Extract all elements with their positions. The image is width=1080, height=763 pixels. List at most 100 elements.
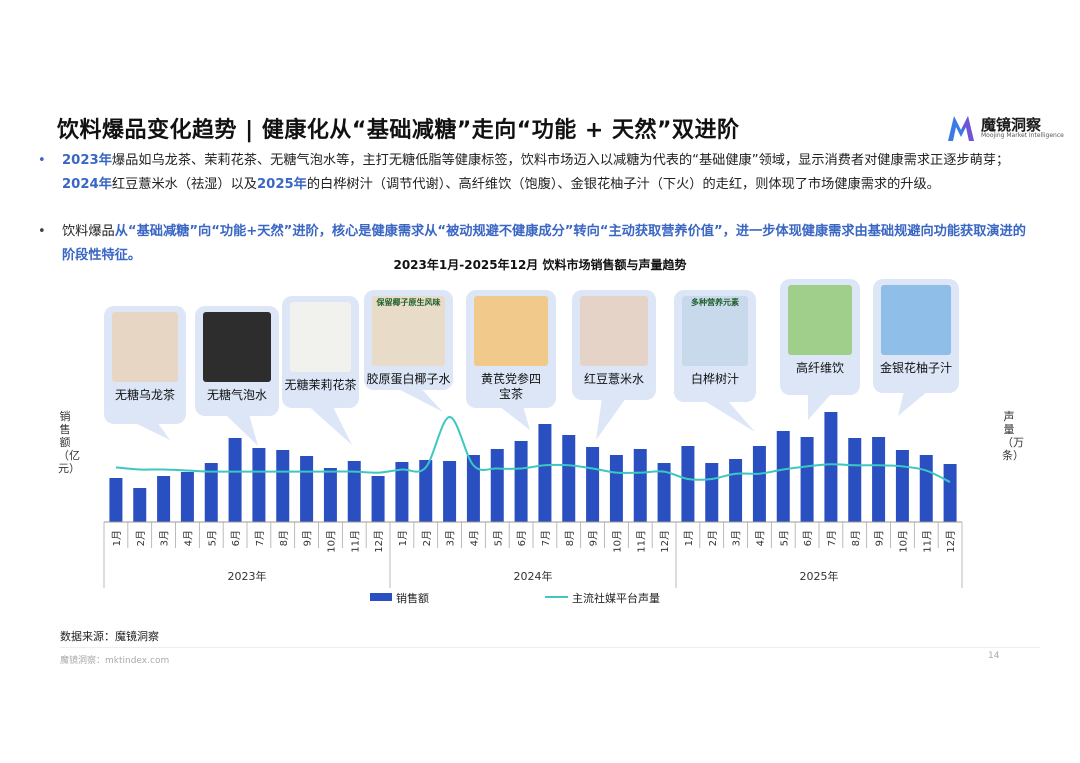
bar-19 — [538, 424, 552, 522]
product-image — [788, 285, 852, 355]
x-tick-label-month: 10月 — [325, 530, 337, 553]
x-tick-label-month: 5月 — [778, 530, 790, 546]
bar-15 — [443, 461, 457, 522]
page-number: 14 — [988, 651, 1000, 661]
x-tick-label-month: 2月 — [135, 530, 147, 546]
bar-31 — [824, 412, 838, 522]
bullet-paragraph-2: 饮料爆品从“基础减糖”向“功能+天然”进阶，核心是健康需求从“被动规避不健康成分… — [62, 220, 1027, 268]
bar-11 — [347, 461, 361, 522]
legend-line-label: 主流社媒平台声量 — [572, 592, 660, 605]
bar-32 — [848, 438, 862, 522]
product-card: 无糖茉莉花茶 — [282, 296, 359, 408]
product-image — [112, 312, 178, 382]
card-pointer — [225, 414, 258, 446]
product-label: 无糖茉莉花茶 — [284, 378, 357, 392]
bullet-dot-1: • — [38, 153, 46, 168]
paragraph-2-highlight: 从“基础减糖”向“功能+天然”进阶，核心是健康需求从“被动规避不健康成分”转向“… — [62, 224, 1026, 263]
x-tick-label-month: 12月 — [945, 530, 957, 553]
bar-27 — [729, 459, 743, 522]
bullet-dot-2: • — [38, 224, 46, 239]
x-tick-label-month: 8月 — [278, 530, 290, 546]
bar-36 — [943, 464, 957, 522]
x-tick-label-month: 4月 — [182, 530, 194, 546]
bar-28 — [752, 446, 766, 522]
bar-20 — [562, 435, 576, 522]
x-tick-label-month: 12月 — [373, 530, 385, 553]
product-card: 黄芪党参四宝茶 — [466, 290, 556, 408]
bar-26 — [705, 463, 719, 522]
product-card: 多种营养元素白桦树汁 — [674, 290, 756, 402]
card-pointer — [596, 398, 626, 440]
x-tick-label-month: 11月 — [921, 530, 933, 553]
bar-12 — [371, 476, 385, 522]
chart-title: 2023年1月-2025年12月 饮料市场销售额与声量趋势 — [393, 258, 687, 272]
paragraph-1-text-a: 爆品如乌龙茶、茉莉花茶、无糖气泡水等，主打无糖低脂等健康标签，饮料市场迈入以减糖… — [111, 153, 1010, 168]
product-image — [290, 302, 351, 372]
bar-8 — [276, 450, 290, 522]
product-card: 无糖乌龙茶 — [104, 306, 186, 424]
y-axis-right-label: 声量（万条） — [1002, 410, 1024, 462]
footer-site: 魔镜洞察：mktindex.com — [60, 656, 170, 666]
bar-16 — [466, 455, 480, 522]
bar-23 — [633, 449, 647, 522]
year-2023-highlight: 2023年 — [62, 153, 112, 168]
x-tick-label-month: 7月 — [540, 530, 552, 546]
product-label: 胶原蛋白椰子水 — [366, 372, 451, 386]
bar-4 — [180, 472, 194, 522]
x-tick-label-month: 4月 — [754, 530, 766, 546]
bar-10 — [323, 468, 337, 522]
bar-2 — [133, 488, 147, 522]
product-label: 无糖乌龙茶 — [114, 388, 175, 402]
bar-30 — [800, 437, 814, 522]
x-tick-label-year: 2025年 — [800, 569, 839, 583]
bar-5 — [204, 463, 218, 522]
bar-14 — [419, 460, 433, 522]
x-tick-label-month: 5月 — [206, 530, 218, 546]
product-image: 多种营养元素 — [682, 296, 748, 366]
bar-22 — [609, 455, 623, 522]
bullet-paragraph-1: 2023年爆品如乌龙茶、茉莉花茶、无糖气泡水等，主打无糖低脂等健康标签，饮料市场… — [62, 149, 1027, 197]
x-axis: 1月 2月 3月 4月 5月 6月 7月 8月 9月 10月 11月 12月 1月 2月 3月 4月 5月 6月 7… — [103, 521, 963, 588]
x-tick-label-month: 7月 — [826, 530, 838, 546]
x-tick-label-month: 10月 — [897, 530, 909, 553]
card-pointer — [308, 406, 352, 445]
x-tick-label-month: 2月 — [707, 530, 719, 546]
brand-name: 魔镜洞察 — [981, 116, 1042, 134]
x-tick-label-month: 3月 — [159, 530, 171, 546]
x-tick-label-month: 1月 — [111, 530, 123, 546]
bar-17 — [490, 449, 504, 522]
product-label: 白桦树汁 — [690, 372, 739, 386]
product-card: 无糖气泡水 — [195, 306, 279, 416]
bar-7 — [252, 448, 266, 522]
product-label: 无糖气泡水 — [206, 388, 267, 402]
brand-logo-icon — [948, 116, 974, 141]
product-card: 保留椰子原生风味 胶原蛋白椰子水 — [364, 290, 453, 390]
product-label: 黄芪党参四宝茶 — [480, 372, 541, 401]
legend-bar-label: 销售额 — [396, 592, 429, 605]
x-tick-label-month: 7月 — [254, 530, 266, 546]
bar-13 — [395, 462, 409, 522]
x-tick-label-month: 11月 — [635, 530, 647, 553]
page-title: 饮料爆品变化趋势 | 健康化从“基础减糖”走向“功能 + 天然”双进阶 — [57, 118, 740, 143]
x-tick-label-month: 6月 — [802, 530, 814, 546]
product-label: 红豆薏米水 — [583, 372, 644, 386]
card-pointer — [808, 393, 832, 420]
y-axis-left-label: 销售额（亿元） — [58, 410, 80, 475]
product-label: 高纤维饮 — [795, 361, 844, 375]
x-tick-label-month: 9月 — [588, 530, 600, 546]
card-pointer — [898, 391, 928, 416]
x-tick-label-month: 10月 — [611, 530, 623, 553]
product-card: 金银花柚子汁 — [873, 279, 959, 393]
x-tick-label-month: 8月 — [850, 530, 862, 546]
x-tick-label-year: 2024年 — [514, 569, 553, 583]
card-pointer — [703, 400, 755, 432]
paragraph-1-text-b: 红豆薏米水（祛湿）以及 — [111, 177, 257, 192]
bar-33 — [872, 437, 886, 522]
data-source: 数据来源：魔镜洞察 — [60, 630, 159, 643]
bar-21 — [586, 447, 600, 522]
product-label: 金银花柚子汁 — [879, 361, 952, 375]
bar-24 — [657, 463, 671, 522]
x-tick-label-month: 6月 — [516, 530, 528, 546]
bar-34 — [895, 450, 909, 522]
